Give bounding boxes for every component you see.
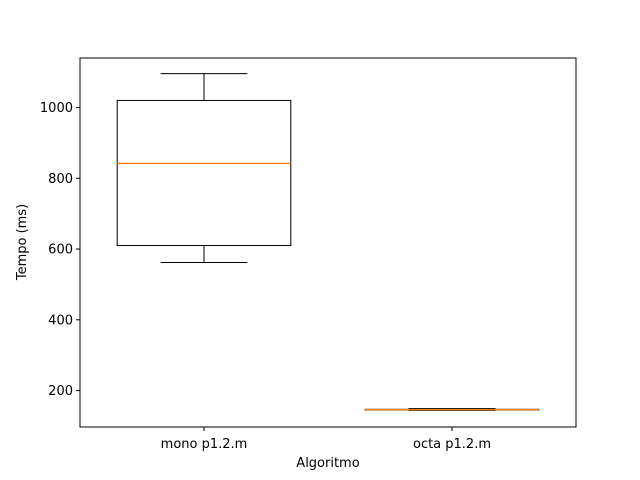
y-axis-label: Tempo (ms) [15, 204, 30, 281]
box-marks [116, 73, 540, 411]
x-axis-label: Algoritmo [296, 456, 359, 471]
y-tick-label: 600 [48, 243, 73, 258]
box [116, 99, 292, 247]
y-tick-label: 800 [48, 172, 73, 187]
x-tick-label: mono p1.2.m [161, 437, 248, 452]
x-axis: mono p1.2.m octa p1.2.m [161, 427, 491, 452]
plot-area-frame [79, 57, 577, 428]
x-tick-label: octa p1.2.m [413, 437, 491, 452]
y-tick-label: 1000 [40, 101, 73, 116]
y-tick-label: 400 [48, 313, 73, 328]
y-axis: 200 400 600 800 1000 [40, 101, 80, 399]
y-tick-label: 200 [48, 384, 73, 399]
